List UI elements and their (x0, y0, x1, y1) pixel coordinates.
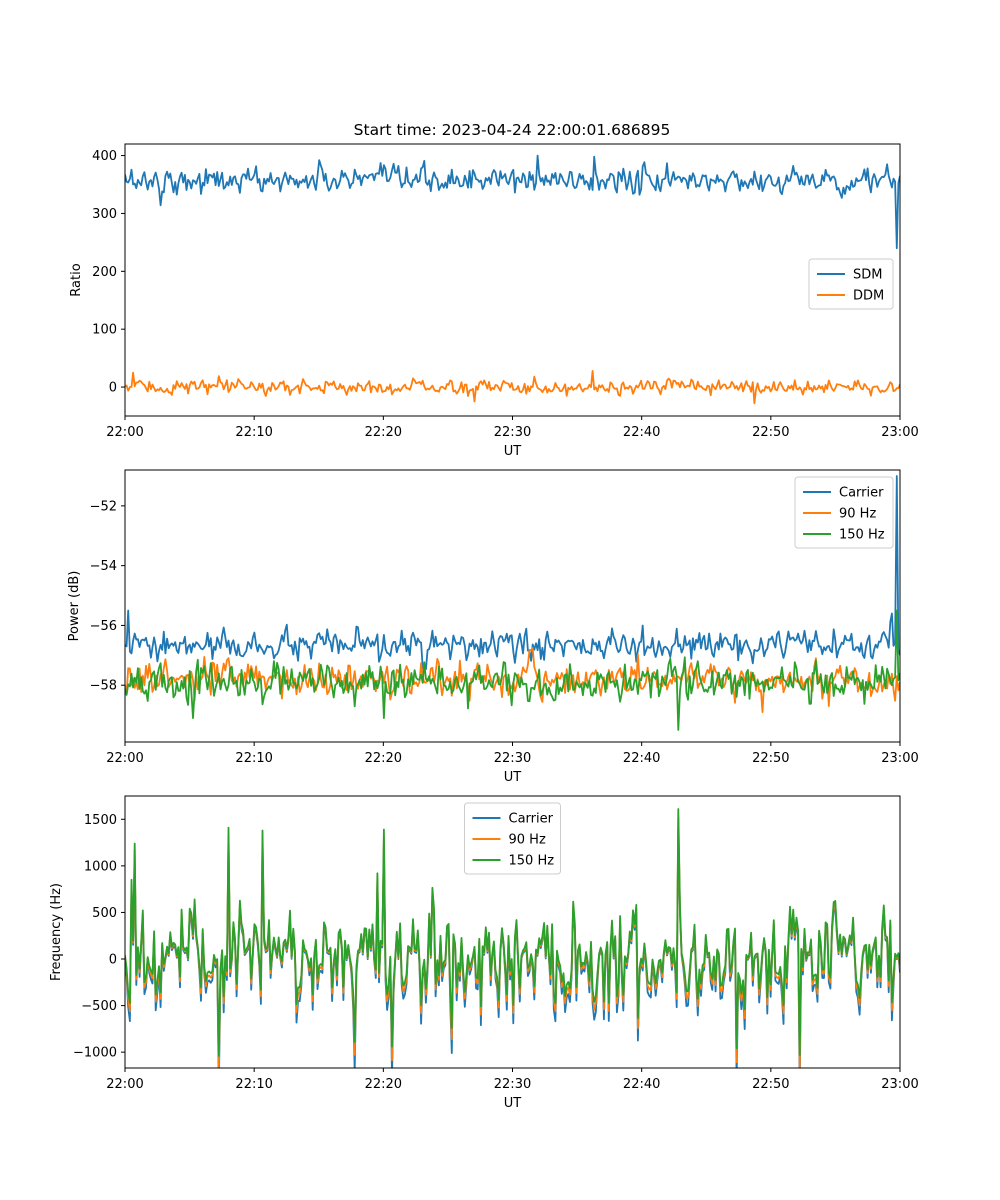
legend-label: Carrier (839, 486, 884, 501)
series-line-sdm (125, 154, 900, 250)
x-tick-label: 22:10 (235, 1077, 272, 1092)
y-tick-label: 300 (92, 207, 117, 222)
x-tick-label: 22:20 (365, 1077, 402, 1092)
y-tick-label: −52 (90, 499, 117, 514)
x-tick-label: 22:30 (494, 751, 531, 766)
series-line-ddm (125, 370, 900, 405)
plot-area (125, 475, 900, 731)
y-tick-label: −54 (90, 559, 117, 574)
y-tick-label: −56 (90, 619, 117, 634)
x-tick-label: 22:00 (106, 751, 143, 766)
x-axis-label: UT (504, 1096, 522, 1111)
y-axis-label: Frequency (Hz) (49, 883, 64, 981)
y-tick-label: −500 (81, 999, 117, 1014)
x-axis-label: UT (504, 444, 522, 459)
figure-title: Start time: 2023-04-24 22:00:01.686895 (354, 121, 671, 139)
x-tick-label: 23:00 (881, 425, 918, 440)
y-tick-label: 200 (92, 265, 117, 280)
y-tick-label: 0 (109, 953, 117, 968)
series-line-carrier (125, 475, 900, 671)
plot-area (125, 154, 900, 405)
legend-label: 150 Hz (509, 854, 555, 869)
y-axis-label: Power (dB) (67, 571, 82, 642)
x-tick-label: 22:30 (494, 425, 531, 440)
legend-label: 90 Hz (839, 507, 876, 522)
x-tick-label: 22:50 (752, 1077, 789, 1092)
series-line-150-hz (125, 609, 900, 731)
x-tick-label: 22:20 (365, 751, 402, 766)
x-tick-label: 22:00 (106, 1077, 143, 1092)
x-tick-label: 22:40 (623, 425, 660, 440)
plot-area (125, 808, 900, 1068)
legend-box (794, 476, 894, 549)
x-tick-label: 22:10 (235, 425, 272, 440)
x-tick-label: 22:20 (365, 425, 402, 440)
x-tick-label: 22:50 (752, 751, 789, 766)
legend-label: 90 Hz (509, 833, 546, 848)
y-tick-label: −1000 (73, 1046, 117, 1061)
x-tick-label: 22:30 (494, 1077, 531, 1092)
legend: SDM DDM (808, 258, 894, 310)
y-tick-label: 1500 (84, 813, 117, 828)
x-tick-label: 23:00 (881, 1077, 918, 1092)
y-tick-label: 400 (92, 149, 117, 164)
frequency-panel: 22:00 22:10 22:20 22:30 22:40 22:50 23:00 UT −10… (49, 795, 919, 1111)
x-tick-label: 22:00 (106, 425, 143, 440)
power-panel: 22:00 22:10 22:20 22:30 22:40 22:50 23:00 UT −58… (67, 469, 919, 785)
y-tick-label: 0 (109, 381, 117, 396)
y-tick-label: 1000 (84, 859, 117, 874)
x-tick-label: 22:40 (623, 751, 660, 766)
legend-box (808, 258, 894, 310)
legend-label: SDM (853, 268, 882, 283)
y-tick-label: 500 (92, 906, 117, 921)
x-tick-label: 22:10 (235, 751, 272, 766)
series-line-150-hz (125, 808, 900, 1057)
y-tick-label: 100 (92, 323, 117, 338)
legend-box (464, 802, 561, 875)
x-tick-label: 23:00 (881, 751, 918, 766)
legend: Carrier 90 Hz 150 Hz (794, 476, 894, 549)
legend-label: DDM (853, 289, 884, 304)
legend: Carrier 90 Hz 150 Hz (464, 802, 561, 875)
x-tick-label: 22:40 (623, 1077, 660, 1092)
legend-label: 150 Hz (839, 528, 885, 543)
legend-label: Carrier (509, 812, 554, 827)
y-axis-label: Ratio (69, 263, 84, 296)
x-tick-label: 22:50 (752, 425, 789, 440)
ratio-panel: 22:00 22:10 22:20 22:30 22:40 22:50 23:00 UT 0 10… (69, 143, 919, 459)
x-axis-label: UT (504, 770, 522, 785)
y-tick-label: −58 (90, 679, 117, 694)
